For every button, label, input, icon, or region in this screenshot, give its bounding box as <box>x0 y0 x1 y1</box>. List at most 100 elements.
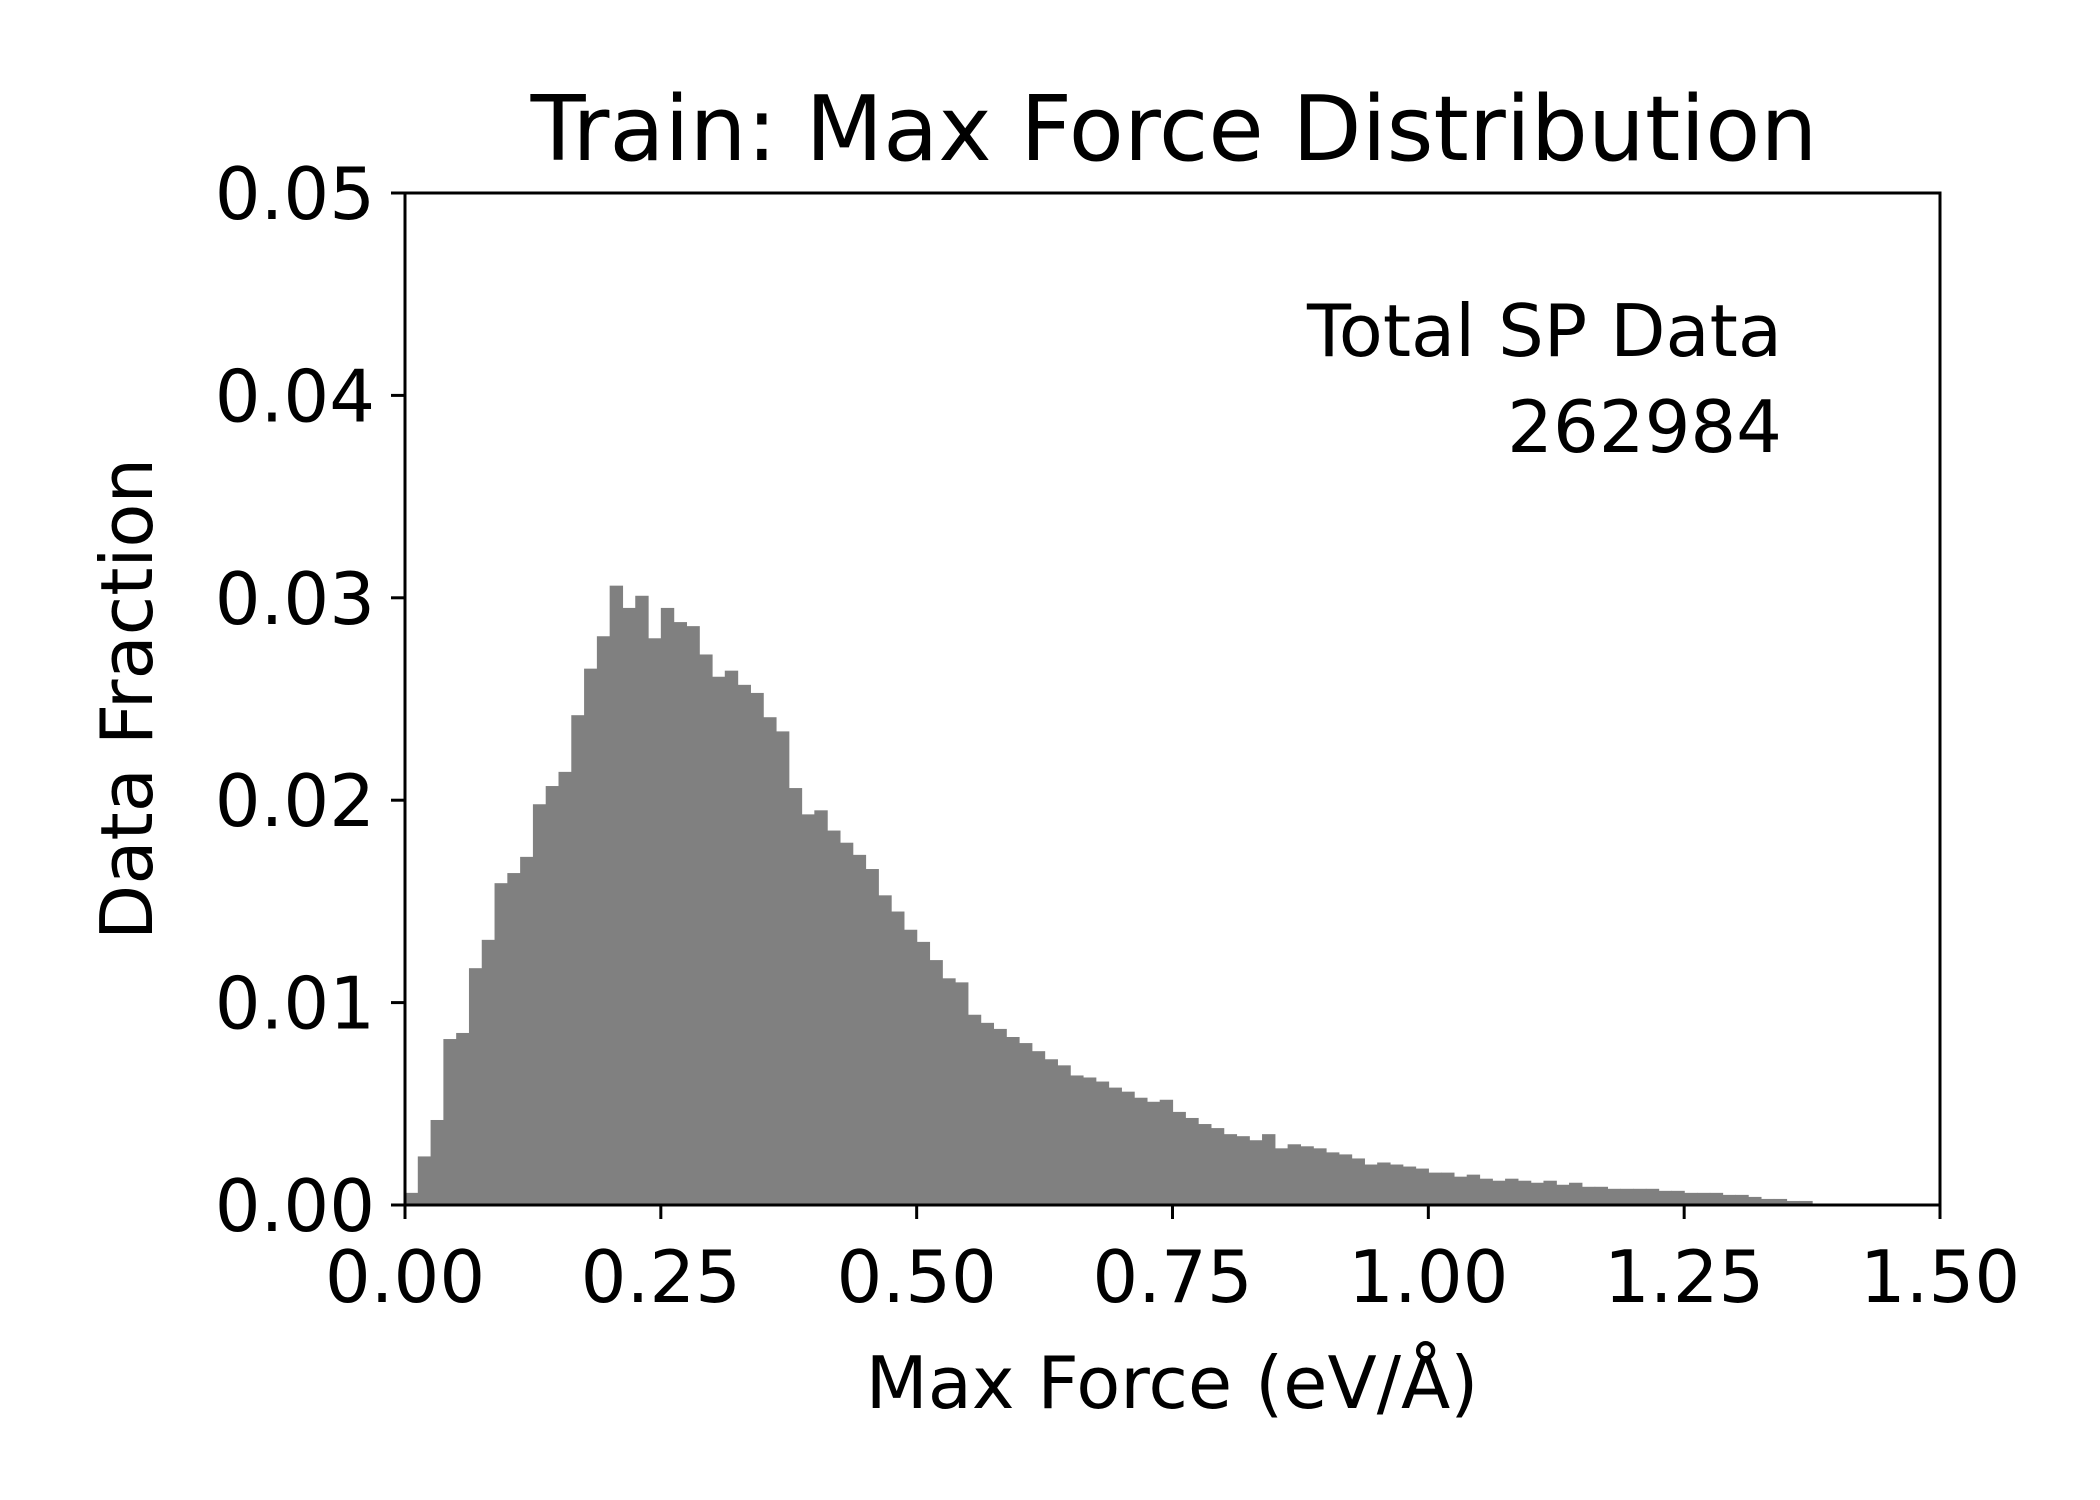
histogram-bars <box>405 585 1813 1205</box>
histogram-bar <box>737 684 751 1205</box>
histogram-bar <box>788 788 803 1205</box>
y-axis-label: Data Fraction <box>85 458 169 940</box>
histogram-bar <box>1057 1065 1071 1205</box>
histogram-bar <box>1031 1051 1046 1205</box>
histogram-bar <box>1262 1134 1276 1205</box>
histogram-bar <box>1543 1180 1557 1205</box>
histogram-bar <box>827 830 841 1205</box>
histogram-bar <box>955 982 969 1205</box>
histogram-bar <box>1786 1200 1800 1205</box>
histogram-bar <box>481 939 496 1205</box>
histogram-bar <box>712 676 726 1205</box>
histogram-bar <box>1773 1198 1788 1205</box>
histogram-bar <box>1428 1172 1442 1205</box>
histogram-bar <box>1569 1182 1583 1205</box>
histogram-bar <box>1684 1192 1698 1205</box>
histogram-bar <box>1019 1043 1033 1205</box>
histogram-bar <box>1581 1186 1596 1205</box>
histogram-bar <box>1198 1124 1212 1205</box>
histogram-bar <box>1658 1190 1672 1205</box>
histogram-bar <box>1313 1148 1327 1205</box>
histogram-bar <box>801 814 815 1205</box>
histogram-bar <box>1377 1162 1391 1205</box>
histogram-bar <box>1351 1158 1365 1205</box>
histogram-bar <box>1070 1075 1084 1205</box>
histogram-bar <box>1517 1180 1532 1205</box>
histogram-bar <box>1492 1180 1506 1205</box>
histogram-bar <box>584 668 598 1205</box>
histogram-bar <box>1505 1178 1519 1205</box>
histogram-bar <box>494 883 508 1205</box>
x-tick-label: 1.50 <box>1860 1235 2020 1319</box>
histogram-bar <box>1594 1186 1609 1205</box>
histogram-bar <box>571 715 585 1205</box>
histogram-bar <box>468 968 483 1205</box>
histogram-bar <box>891 911 905 1205</box>
x-axis-ticks: 0.00 0.25 0.50 0.75 1.00 1.25 1.50 <box>325 1205 2020 1319</box>
histogram-bar <box>699 654 713 1205</box>
x-tick-label: 0.25 <box>581 1235 741 1319</box>
histogram-bar <box>520 856 534 1205</box>
histogram-bar <box>750 692 764 1205</box>
histogram-bar <box>545 786 560 1205</box>
histogram-bar <box>1249 1140 1263 1205</box>
y-tick-label: 0.03 <box>215 557 375 641</box>
histogram-bar <box>775 731 790 1205</box>
histogram-bar <box>1760 1198 1775 1205</box>
histogram-bar <box>916 941 931 1205</box>
x-tick-label: 0.50 <box>837 1235 997 1319</box>
histogram-bar <box>763 717 777 1205</box>
histogram-bar <box>1671 1190 1685 1205</box>
histogram-bar <box>1159 1099 1174 1205</box>
histogram-bar <box>1735 1194 1749 1205</box>
histogram-bar <box>1696 1192 1711 1205</box>
histogram-bar <box>456 1032 470 1205</box>
x-tick-label: 0.00 <box>325 1235 485 1319</box>
histogram-bar <box>1082 1077 1097 1205</box>
histogram-bar <box>1748 1196 1762 1205</box>
histogram-bar <box>660 607 675 1205</box>
histogram-bar <box>1633 1188 1647 1205</box>
histogram-bar <box>507 873 521 1205</box>
histogram-bar <box>1709 1192 1724 1205</box>
histogram-bar <box>443 1039 457 1205</box>
annotation-line2: 262984 <box>1507 385 1782 469</box>
y-tick-label: 0.00 <box>215 1164 375 1248</box>
histogram-bar <box>1799 1200 1813 1205</box>
histogram-bar <box>673 622 688 1205</box>
histogram-bar <box>1402 1166 1417 1205</box>
histogram-bar <box>1287 1144 1302 1205</box>
histogram-bar <box>622 607 636 1205</box>
histogram-bar <box>814 810 828 1205</box>
histogram-bar <box>993 1028 1007 1205</box>
histogram-bar <box>878 895 892 1205</box>
histogram-bar <box>1326 1152 1340 1205</box>
histogram-bar <box>1185 1117 1199 1205</box>
histogram-bar <box>852 854 867 1205</box>
histogram-bar <box>1121 1091 1135 1205</box>
y-tick-label: 0.04 <box>215 354 375 438</box>
histogram-bar <box>1466 1174 1481 1205</box>
histogram-bar <box>532 804 547 1205</box>
histogram-bar <box>724 670 739 1205</box>
histogram-bar <box>648 638 662 1205</box>
histogram-bar <box>1530 1182 1545 1205</box>
x-tick-label: 0.75 <box>1092 1235 1252 1319</box>
histogram-bar <box>1722 1194 1736 1205</box>
histogram-bar <box>1645 1188 1660 1205</box>
histogram-bar <box>1172 1111 1186 1205</box>
chart-title: Train: Max Force Distribution <box>530 77 1818 182</box>
y-tick-label: 0.05 <box>215 152 375 236</box>
histogram-bar <box>609 585 624 1205</box>
x-tick-label: 1.25 <box>1604 1235 1764 1319</box>
histogram-bar <box>1453 1176 1468 1205</box>
histogram-bar <box>929 960 943 1205</box>
histogram-bar <box>1006 1037 1020 1205</box>
histogram-bar <box>1607 1188 1621 1205</box>
x-axis-label: Max Force (eV/Å) <box>866 1341 1479 1425</box>
histogram-bar <box>1620 1188 1634 1205</box>
histogram-bar <box>903 929 918 1205</box>
histogram-bar <box>1134 1097 1148 1205</box>
histogram-bar <box>1441 1172 1455 1205</box>
